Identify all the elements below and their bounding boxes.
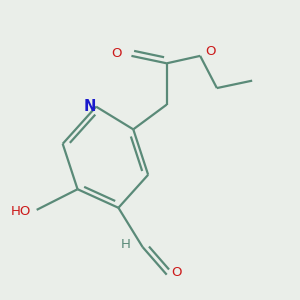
Text: O: O (171, 266, 181, 279)
Text: N: N (83, 99, 96, 114)
Text: O: O (206, 45, 216, 58)
Text: H: H (121, 238, 131, 251)
Text: HO: HO (11, 206, 31, 218)
Text: O: O (112, 47, 122, 60)
